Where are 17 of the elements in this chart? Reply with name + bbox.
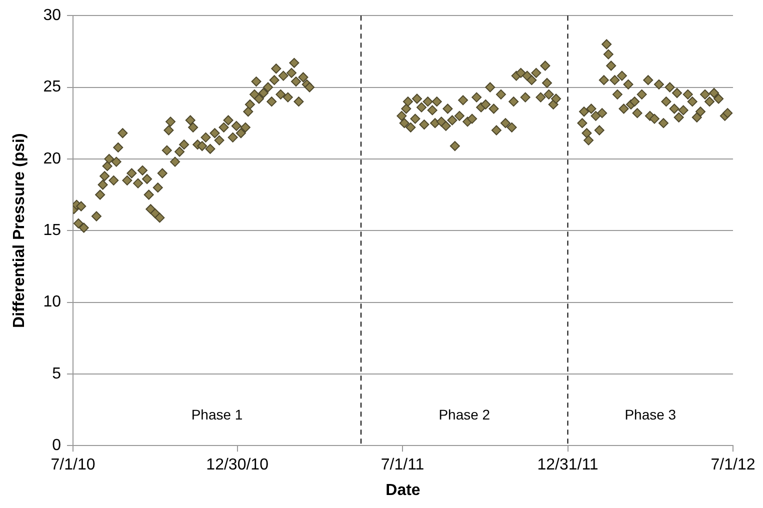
annotation: Phase 3 bbox=[624, 406, 676, 422]
x-tick-label: 7/1/11 bbox=[380, 456, 424, 474]
y-tick-label: 30 bbox=[43, 7, 62, 24]
y-tick-label: 25 bbox=[43, 78, 62, 96]
x-tick-label: 7/1/10 bbox=[50, 456, 96, 474]
y-tick-label: 10 bbox=[43, 294, 62, 311]
x-tick-label: 12/30/10 bbox=[206, 456, 269, 474]
y-axis-title: Differential Pressure (psi) bbox=[11, 133, 28, 328]
y-tick-label: 20 bbox=[43, 150, 62, 168]
x-tick-label: 7/1/12 bbox=[710, 456, 756, 474]
annotation: Phase 1 bbox=[191, 406, 243, 422]
y-tick-label: 15 bbox=[43, 222, 62, 240]
annotation: Phase 2 bbox=[438, 406, 490, 422]
x-axis-title: Date bbox=[386, 482, 420, 499]
x-tick-label: 12/31/11 bbox=[537, 456, 598, 474]
y-tick-label: 0 bbox=[52, 437, 62, 454]
y-tick-label: 5 bbox=[52, 365, 62, 382]
